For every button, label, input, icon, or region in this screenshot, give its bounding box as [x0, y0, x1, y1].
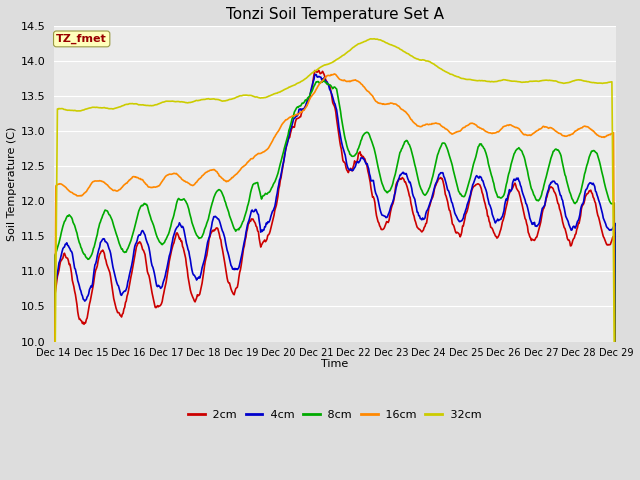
Text: TZ_fmet: TZ_fmet — [56, 34, 107, 44]
X-axis label: Time: Time — [321, 359, 348, 369]
Title: Tonzi Soil Temperature Set A: Tonzi Soil Temperature Set A — [226, 7, 444, 22]
Y-axis label: Soil Temperature (C): Soil Temperature (C) — [7, 127, 17, 241]
Legend:  2cm,  4cm,  8cm,  16cm,  32cm: 2cm, 4cm, 8cm, 16cm, 32cm — [184, 406, 486, 424]
